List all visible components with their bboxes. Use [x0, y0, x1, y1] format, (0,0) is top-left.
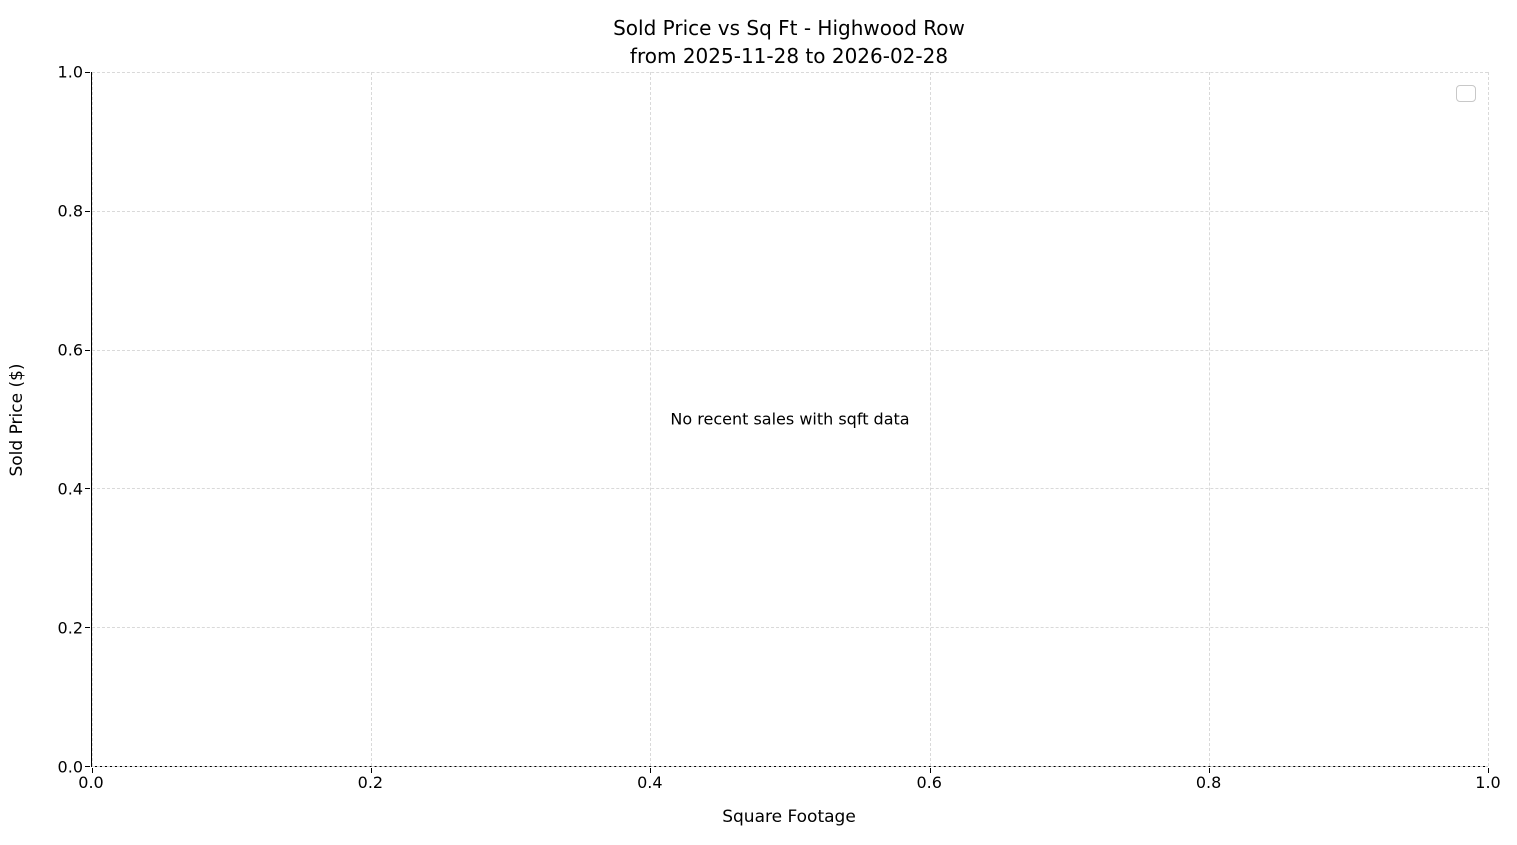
plot-area: No recent sales with sqft data — [85, 72, 1489, 773]
x-tick-label: 0.0 — [78, 773, 104, 792]
y-tick-label: 1.0 — [57, 62, 83, 82]
y-tick-label: 0.8 — [57, 201, 83, 221]
x-tick-mark — [92, 768, 93, 773]
chart-title-line2: from 2025-11-28 to 2026-02-28 — [629, 44, 949, 68]
x-tick-label: 0.4 — [637, 773, 663, 792]
x-tick-label: 1.0 — [1475, 773, 1501, 792]
x-tick-label: 0.6 — [916, 773, 942, 792]
y-tick-mark — [85, 627, 90, 629]
y-tick-mark — [85, 349, 90, 351]
legend-box — [1456, 85, 1476, 102]
gridline — [1488, 72, 1489, 766]
no-data-annotation: No recent sales with sqft data — [670, 409, 910, 429]
gridline — [1208, 72, 1210, 766]
gridline — [929, 72, 931, 766]
x-tick-mark — [1208, 768, 1210, 773]
gridline — [92, 349, 1488, 351]
y-tick-label: 0.2 — [57, 618, 83, 638]
y-tick-mark — [85, 766, 90, 767]
gridline — [92, 72, 1488, 73]
gridline — [92, 210, 1488, 212]
gridline — [92, 72, 93, 766]
y-tick-label: 0.4 — [57, 479, 83, 499]
y-axis-label: Sold Price ($) — [7, 363, 27, 477]
x-tick-mark — [1488, 768, 1489, 773]
x-tick-mark — [650, 768, 652, 773]
y-tick-label: 0.0 — [57, 757, 83, 777]
y-tick-label: 0.6 — [57, 340, 83, 360]
x-tick-label: 0.2 — [357, 773, 384, 792]
gridline — [92, 627, 1488, 629]
y-tick-mark — [85, 210, 90, 212]
gridline — [371, 72, 373, 766]
y-tick-mark — [85, 488, 90, 490]
x-tick-mark — [371, 768, 373, 773]
gridline — [92, 766, 1488, 767]
chart-title-line1: Sold Price vs Sq Ft - Highwood Row — [613, 16, 965, 40]
chart-title: Sold Price vs Sq Ft - Highwood Row from … — [613, 14, 965, 70]
gridline — [650, 72, 652, 766]
y-tick-mark — [85, 72, 90, 73]
x-tick-label: 0.8 — [1195, 773, 1222, 792]
x-tick-mark — [929, 768, 931, 773]
gridline — [92, 488, 1488, 490]
x-axis-label: Square Footage — [722, 807, 856, 827]
